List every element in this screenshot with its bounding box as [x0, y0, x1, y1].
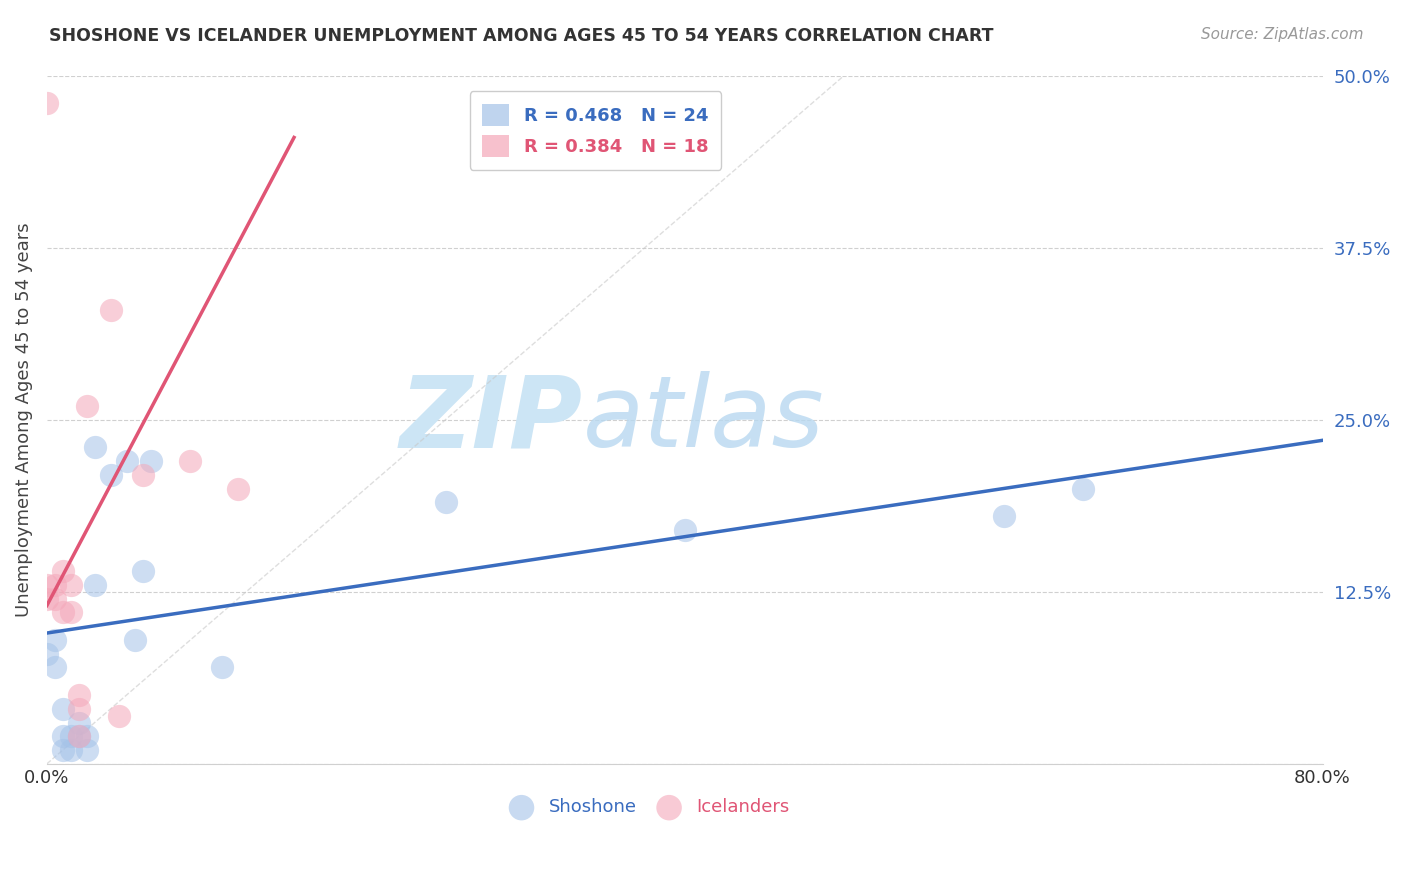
Point — [83, 440, 105, 454]
Point — [44, 660, 66, 674]
Point — [76, 729, 98, 743]
Point — [35, 647, 58, 661]
Point — [124, 632, 146, 647]
Legend: Shoshone, Icelanders: Shoshone, Icelanders — [496, 791, 797, 823]
Point — [100, 467, 122, 482]
Point — [52, 606, 75, 620]
Y-axis label: Unemployment Among Ages 45 to 54 years: Unemployment Among Ages 45 to 54 years — [15, 222, 32, 617]
Point — [67, 702, 90, 716]
Point — [44, 578, 66, 592]
Point — [59, 578, 82, 592]
Point — [131, 467, 153, 482]
Point — [52, 729, 75, 743]
Point — [59, 743, 82, 757]
Point — [67, 729, 90, 743]
Point — [673, 523, 696, 537]
Point — [115, 454, 138, 468]
Point — [67, 688, 90, 702]
Point — [83, 578, 105, 592]
Text: SHOSHONE VS ICELANDER UNEMPLOYMENT AMONG AGES 45 TO 54 YEARS CORRELATION CHART: SHOSHONE VS ICELANDER UNEMPLOYMENT AMONG… — [49, 27, 994, 45]
Point — [52, 702, 75, 716]
Point — [59, 729, 82, 743]
Point — [993, 509, 1015, 524]
Point — [76, 399, 98, 413]
Point — [52, 564, 75, 578]
Text: atlas: atlas — [582, 371, 824, 468]
Point — [139, 454, 162, 468]
Point — [44, 632, 66, 647]
Point — [211, 660, 233, 674]
Point — [35, 591, 58, 606]
Point — [44, 591, 66, 606]
Point — [226, 482, 249, 496]
Point — [76, 743, 98, 757]
Point — [59, 606, 82, 620]
Point — [100, 302, 122, 317]
Point — [67, 729, 90, 743]
Point — [52, 743, 75, 757]
Text: Source: ZipAtlas.com: Source: ZipAtlas.com — [1201, 27, 1364, 42]
Point — [434, 495, 457, 509]
Point — [35, 578, 58, 592]
Point — [35, 96, 58, 111]
Point — [1073, 482, 1095, 496]
Point — [67, 715, 90, 730]
Point — [179, 454, 201, 468]
Point — [107, 708, 129, 723]
Text: ZIP: ZIP — [399, 371, 582, 468]
Point — [131, 564, 153, 578]
